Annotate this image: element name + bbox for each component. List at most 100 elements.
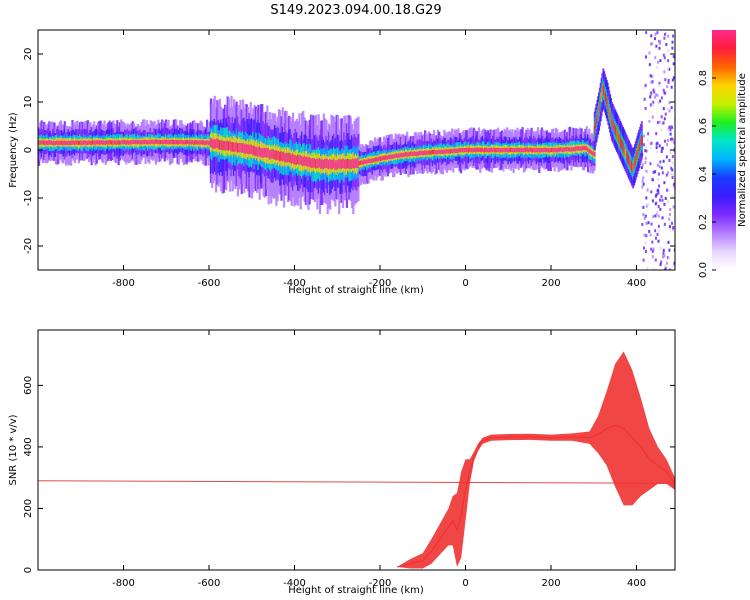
spectrogram-cell xyxy=(506,147,509,153)
spectrogram-cell xyxy=(557,147,560,153)
spectrogram-cell xyxy=(229,140,232,150)
spectrogram-cell xyxy=(669,151,672,155)
spectrogram-cell xyxy=(489,147,492,153)
spectrogram-cell xyxy=(350,159,354,169)
spectrogram-cell xyxy=(442,149,445,155)
spectrogram-cell xyxy=(89,140,92,145)
spectrogram-cell xyxy=(479,147,482,152)
spectrogram-cell xyxy=(655,210,658,214)
spectrogram-cell xyxy=(522,148,526,153)
spectrogram-cell xyxy=(655,146,658,150)
spectrogram-cell xyxy=(80,140,83,145)
spectrogram-cell xyxy=(211,138,214,148)
spectrogram-cell xyxy=(96,140,100,145)
x-tick-label: 0 xyxy=(462,278,468,289)
spectrogram-cell xyxy=(483,148,486,153)
y-tick-label: 200 xyxy=(23,499,34,518)
spectrogram-cell xyxy=(477,147,481,153)
spectrogram-cell xyxy=(365,159,368,164)
spectrogram-cell xyxy=(654,202,657,206)
spectrogram-cell xyxy=(670,85,673,89)
spectrogram-cell xyxy=(302,156,305,167)
spectrogram-cell xyxy=(130,140,133,145)
spectrogram-cell xyxy=(642,205,645,209)
spectrogram-cell xyxy=(136,139,139,145)
spectrogram-cell xyxy=(63,140,66,145)
spectrogram-cell xyxy=(649,42,652,46)
spectrogram-cell xyxy=(216,138,219,148)
spectrogram-cell xyxy=(471,148,474,153)
spectrogram-cell xyxy=(670,221,673,225)
spectrogram-cell xyxy=(145,139,148,145)
spectrogram-cell xyxy=(644,106,647,110)
spectrogram-cell xyxy=(231,142,234,152)
spectrogram-cell xyxy=(321,159,324,169)
spectrogram-cell xyxy=(297,154,300,165)
spectrogram-cell xyxy=(672,205,675,209)
spectrogram-cell xyxy=(657,101,660,105)
spectrogram-cell xyxy=(648,229,651,233)
spectrogram-cell xyxy=(667,80,670,84)
spectrogram-cell xyxy=(52,141,55,146)
spectrogram-cell xyxy=(244,144,247,155)
spectrogram-cell xyxy=(651,249,654,253)
spectrogram-cell xyxy=(59,140,63,145)
spectrogram-cell xyxy=(660,146,663,150)
spectrogram-cell xyxy=(277,150,281,161)
colorbar-tick-label: 0.2 xyxy=(698,214,709,230)
spectrogram-cell xyxy=(481,147,484,152)
spectrogram-cell xyxy=(646,267,649,270)
spectrogram-cell xyxy=(641,163,644,167)
spectrogram-cell xyxy=(515,147,518,153)
spectrogram-cell xyxy=(218,140,222,150)
spectrogram-cell xyxy=(657,177,660,181)
x-tick-label: -800 xyxy=(112,278,135,289)
spectrogram-cell xyxy=(372,158,375,163)
spectrogram-cell xyxy=(645,144,648,148)
spectrogram-cell xyxy=(668,125,671,129)
spectrogram-cell xyxy=(665,261,668,265)
spectrogram-cell xyxy=(317,158,320,169)
spectrogram-cell xyxy=(653,95,656,99)
spectrogram-cell xyxy=(263,147,266,158)
spectrogram-cell xyxy=(516,147,519,153)
spectrogram-cell xyxy=(660,166,663,170)
spectrogram-cell xyxy=(486,148,490,153)
spectrogram-cell xyxy=(407,152,410,157)
spectrogram-cell xyxy=(518,147,522,153)
spectrogram-cell xyxy=(672,62,675,66)
spectrogram-cell xyxy=(171,139,174,144)
spectrogram-cell xyxy=(538,147,541,153)
spectrogram-cell xyxy=(167,139,170,145)
spectrogram-cell xyxy=(230,141,233,152)
spectrogram-cell xyxy=(449,149,452,154)
spectrogram-cell xyxy=(646,188,649,192)
spectrogram-cell xyxy=(203,140,206,145)
spectrogram-cell xyxy=(656,141,659,145)
x-tick-label: 200 xyxy=(541,278,560,289)
spectrogram-cell xyxy=(131,139,134,145)
spectrogram-cell xyxy=(272,149,275,159)
spectrogram-cell xyxy=(488,148,491,153)
spectrogram-cell xyxy=(273,150,277,160)
spectrogram-cell xyxy=(303,155,306,166)
spectrogram-cell xyxy=(429,150,432,155)
spectrogram-cell xyxy=(391,154,395,159)
spectrogram-cell xyxy=(484,147,487,153)
colorbar-gradient xyxy=(712,30,736,270)
spectrogram-cell xyxy=(433,149,436,154)
spectrogram-cell xyxy=(645,149,648,153)
spectrogram-cell xyxy=(570,147,573,152)
spectrogram-cell xyxy=(649,233,652,237)
spectrogram-cell xyxy=(671,155,674,159)
spectrogram-cell xyxy=(649,93,652,97)
spectrogram-cell xyxy=(644,156,647,160)
spectrogram-cell xyxy=(406,152,409,157)
spectrogram-cell xyxy=(370,158,373,164)
spectrogram-cell xyxy=(659,99,662,103)
spectrogram-cell xyxy=(662,248,665,252)
spectrogram-cell xyxy=(545,147,549,153)
spectrogram-cell xyxy=(669,132,672,136)
spectrogram-cell xyxy=(499,148,502,153)
spectrogram-cell xyxy=(656,93,659,97)
